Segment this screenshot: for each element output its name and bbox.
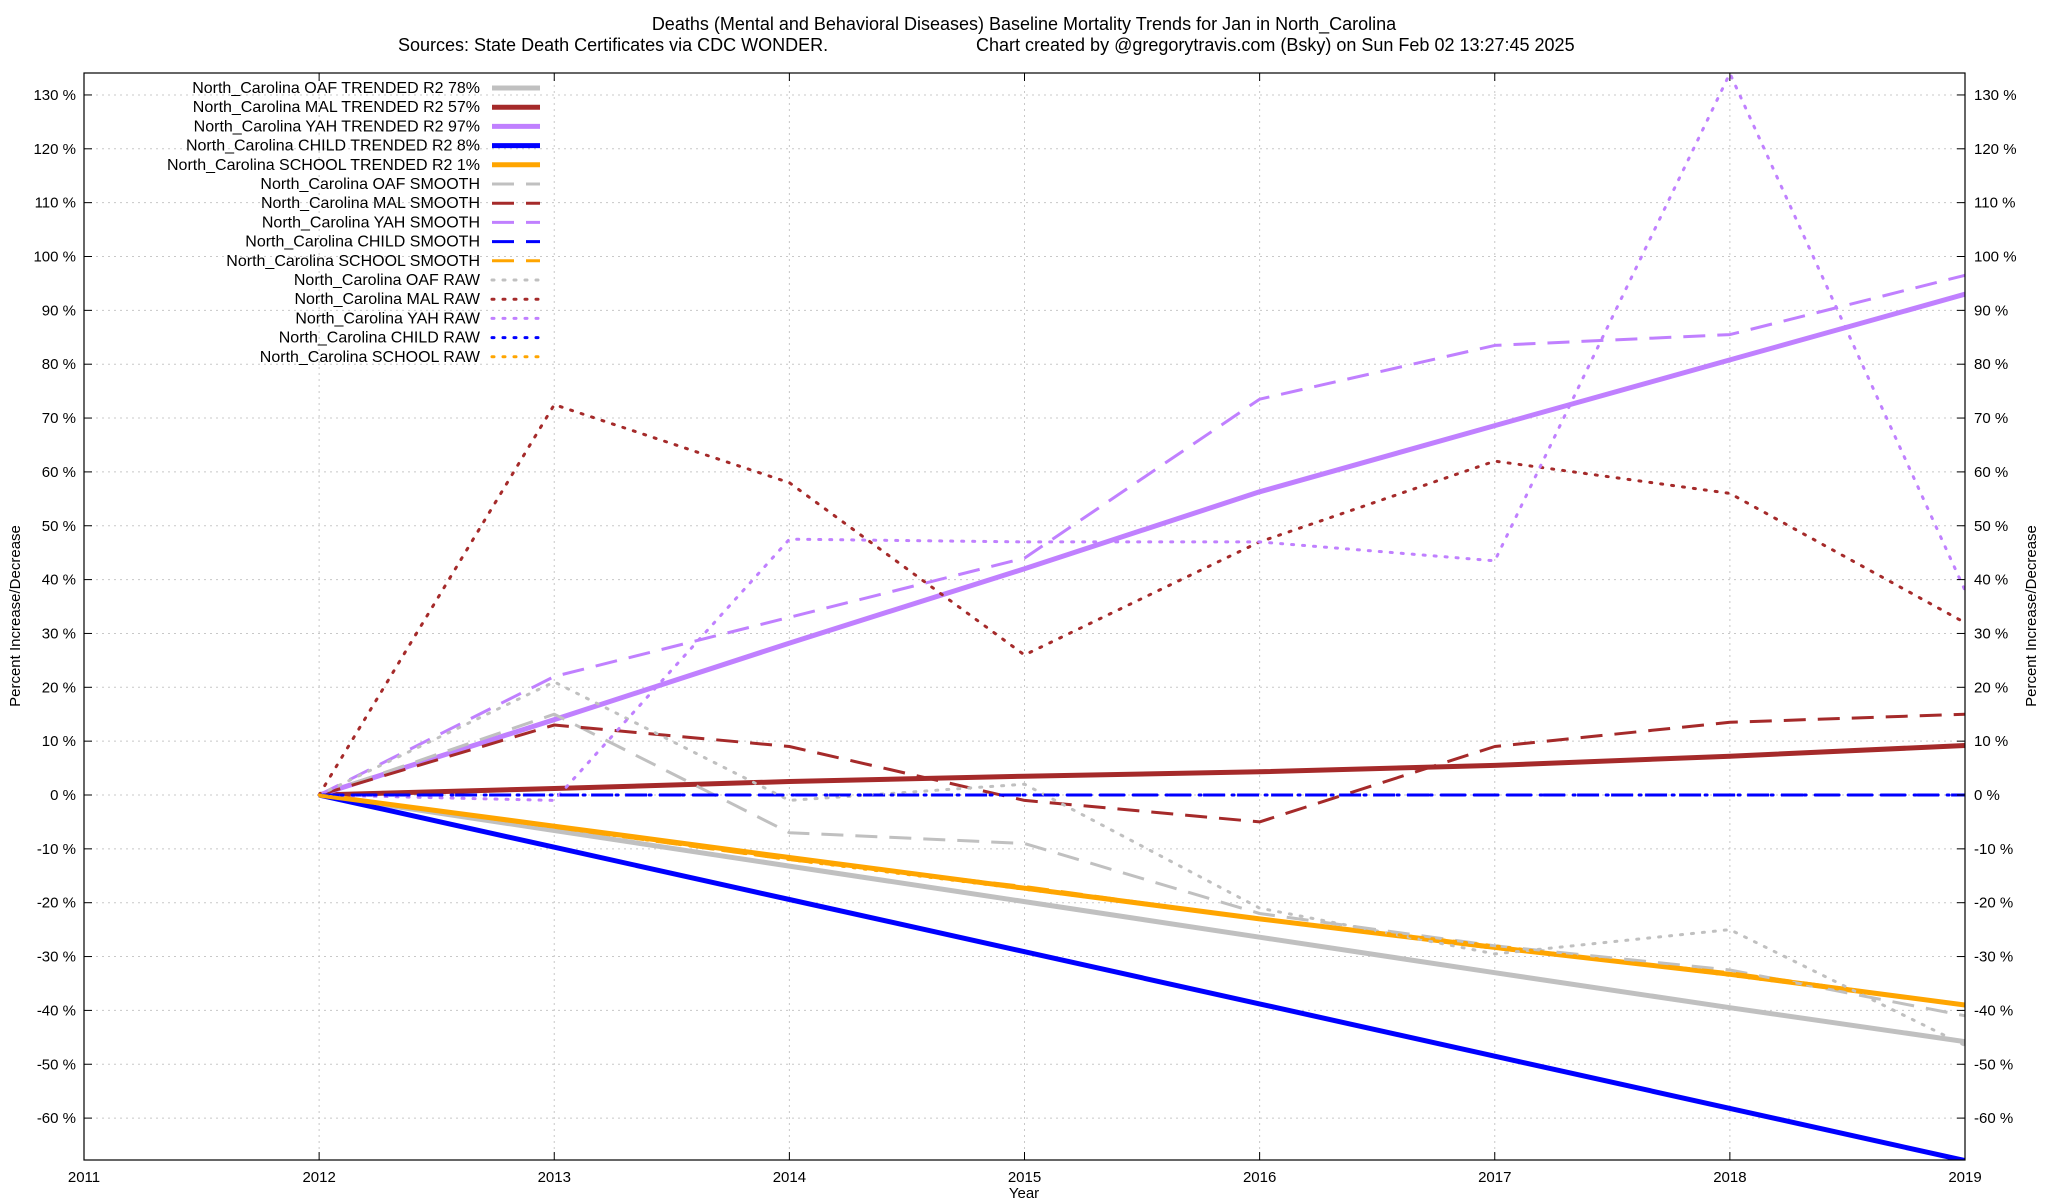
y-tick-label: 120 % xyxy=(33,141,76,158)
y-tick-label: 40 % xyxy=(42,572,76,589)
y2-tick-label: 0 % xyxy=(1974,787,2000,804)
y-tick-label: -20 % xyxy=(37,895,76,912)
y2-tick-label: 130 % xyxy=(1974,87,2017,104)
y-axis-label: Percent Increase/Decrease xyxy=(7,525,24,707)
y-tick-label: 0 % xyxy=(50,787,76,804)
x-tick-label: 2017 xyxy=(1478,1169,1511,1186)
x-tick-label: 2018 xyxy=(1713,1169,1746,1186)
legend-entry-label: North_Carolina CHILD SMOOTH xyxy=(245,234,480,251)
y2-tick-label: 100 % xyxy=(1974,249,2017,266)
y-tick-label: -40 % xyxy=(37,1002,76,1019)
legend-entry-label: North_Carolina YAH TRENDED R2 97% xyxy=(194,118,480,135)
y-tick-label: -50 % xyxy=(37,1056,76,1073)
y2-tick-label: -20 % xyxy=(1974,895,2013,912)
series-line xyxy=(319,743,1965,798)
legend-entry-label: North_Carolina MAL TRENDED R2 57% xyxy=(193,99,480,116)
y2-tick-label: -40 % xyxy=(1974,1002,2013,1019)
series-line xyxy=(317,73,1965,802)
series-line xyxy=(318,273,1965,797)
y2-tick-label: 120 % xyxy=(1974,141,2017,158)
x-tick-label: 2012 xyxy=(302,1169,335,1186)
series-line xyxy=(318,712,1965,1018)
series-line xyxy=(318,712,1965,824)
legend-entry-label: North_Carolina OAF SMOOTH xyxy=(260,176,480,193)
y-tick-label: 20 % xyxy=(42,679,76,696)
y-tick-label: 90 % xyxy=(42,302,76,319)
legend-entry-label: North_Carolina OAF RAW xyxy=(294,272,481,289)
y2-tick-label: -30 % xyxy=(1974,949,2013,966)
legend-entry-label: North_Carolina OAF TRENDED R2 78% xyxy=(192,80,480,97)
legend: North_Carolina OAF TRENDED R2 78% North_C… xyxy=(167,80,542,366)
x-tick-label: 2013 xyxy=(538,1169,571,1186)
legend-entry-label: North_Carolina CHILD TRENDED R2 8% xyxy=(186,138,480,155)
legend-entry-label: North_Carolina SCHOOL SMOOTH xyxy=(226,253,480,270)
y2-tick-label: 20 % xyxy=(1974,679,2008,696)
y-tick-label: 10 % xyxy=(42,733,76,750)
y2-tick-label: 110 % xyxy=(1974,195,2015,212)
y2-tick-label: 50 % xyxy=(1974,518,2008,535)
legend-entry-label: North_Carolina SCHOOL RAW xyxy=(260,349,481,366)
y-tick-label: 110 % xyxy=(35,195,76,212)
chart-credit: Chart created by @gregorytravis.com (Bsk… xyxy=(976,35,1575,55)
y2-tick-label: 60 % xyxy=(1974,464,2008,481)
y2-tick-label: 40 % xyxy=(1974,572,2008,589)
chart-source: Sources: State Death Certificates via CD… xyxy=(398,35,828,55)
y2-tick-label: 80 % xyxy=(1974,356,2008,373)
y-tick-label: -30 % xyxy=(37,949,76,966)
y2-axis-label: Percent Increase/Decrease xyxy=(2023,525,2040,707)
y-tick-label: 70 % xyxy=(42,410,76,427)
y2-tick-label: 90 % xyxy=(1974,302,2008,319)
series-line xyxy=(318,792,1965,1045)
series-line xyxy=(317,403,1965,797)
legend-entry-label: North_Carolina MAL SMOOTH xyxy=(261,195,480,212)
y-tick-label: 30 % xyxy=(42,625,76,642)
y-tick-label: 50 % xyxy=(42,518,76,535)
x-tick-label: 2019 xyxy=(1948,1169,1981,1186)
x-axis-label: Year xyxy=(1009,1185,1039,1200)
series-layer xyxy=(317,73,1965,1160)
y-tick-label: 130 % xyxy=(33,87,76,104)
legend-entry-label: North_Carolina YAH SMOOTH xyxy=(262,214,480,231)
y2-tick-label: -60 % xyxy=(1974,1110,2013,1127)
series-line xyxy=(318,291,1965,798)
y-tick-label: 80 % xyxy=(42,356,76,373)
x-tick-label: 2014 xyxy=(773,1169,806,1186)
y2-tick-label: 10 % xyxy=(1974,733,2008,750)
y2-tick-label: 30 % xyxy=(1974,625,2008,642)
x-tick-label: 2016 xyxy=(1243,1169,1276,1186)
y-tick-label: 100 % xyxy=(33,249,76,266)
y-tick-label: 60 % xyxy=(42,464,76,481)
y2-tick-label: -50 % xyxy=(1974,1056,2013,1073)
y-tick-label: -10 % xyxy=(37,841,76,858)
series-line xyxy=(317,793,1965,1007)
series-line xyxy=(317,680,1965,1047)
y2-tick-label: -10 % xyxy=(1974,841,2013,858)
legend-entry-label: North_Carolina SCHOOL TRENDED R2 1% xyxy=(167,157,480,174)
series-line xyxy=(318,792,1965,1160)
x-tick-label: 2011 xyxy=(68,1169,100,1186)
x-tick-label: 2015 xyxy=(1008,1169,1041,1186)
y-tick-label: -60 % xyxy=(37,1110,76,1127)
legend-entry-label: North_Carolina MAL RAW xyxy=(294,291,480,308)
legend-entry-label: North_Carolina CHILD RAW xyxy=(279,330,481,347)
y2-tick-label: 70 % xyxy=(1974,410,2008,427)
axes: 2011 2012 2013 2014 2015 2016 2017 2018 2019 130 … xyxy=(33,73,2017,1186)
chart-title: Deaths (Mental and Behavioral Diseases) … xyxy=(652,14,1397,35)
legend-entry-label: North_Carolina YAH RAW xyxy=(295,310,481,327)
